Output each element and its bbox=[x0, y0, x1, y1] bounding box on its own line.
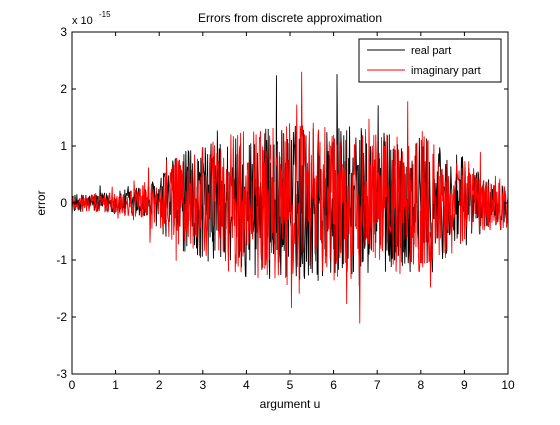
series-line-imaginary-part bbox=[71, 71, 509, 324]
x-tick-label: 3 bbox=[199, 378, 206, 392]
x-tick-label: 9 bbox=[461, 378, 468, 392]
series-layer bbox=[71, 71, 509, 324]
x-tick-label: 1 bbox=[112, 378, 119, 392]
y-tick-label: 3 bbox=[60, 25, 67, 39]
x-tick-label: 5 bbox=[287, 378, 294, 392]
x-tick-label: 7 bbox=[374, 378, 381, 392]
x-tick-label: 10 bbox=[501, 378, 515, 392]
x-tick-label: 8 bbox=[417, 378, 424, 392]
x-axis-label: argument u bbox=[260, 397, 321, 411]
chart-title: Errors from discrete approximation bbox=[198, 11, 382, 25]
y-tick-label: -2 bbox=[56, 310, 67, 324]
y-axis-label: error bbox=[34, 190, 48, 215]
legend-label-imaginary-part: imaginary part bbox=[411, 65, 481, 77]
y-scale-base: x 10 bbox=[72, 15, 93, 27]
x-tick-label: 4 bbox=[243, 378, 250, 392]
y-tick-label: 1 bbox=[60, 139, 67, 153]
legend: real part imaginary part bbox=[358, 38, 502, 83]
y-scale-exponent: -15 bbox=[99, 10, 111, 19]
legend-label-real-part: real part bbox=[411, 45, 451, 57]
y-tick-label: 2 bbox=[60, 82, 67, 96]
y-tick-label: -1 bbox=[56, 253, 67, 267]
x-tick-label: 2 bbox=[156, 378, 163, 392]
x-tick-label: 6 bbox=[330, 378, 337, 392]
legend-box bbox=[358, 38, 502, 83]
y-tick-label: -3 bbox=[56, 367, 67, 381]
ticks-layer: 0 1 2 3 4 5 6 7 8 9 10 -3 -2 -1 0 1 2 3 bbox=[56, 25, 515, 392]
x-tick-label: 0 bbox=[69, 378, 76, 392]
y-tick-label: 0 bbox=[60, 196, 67, 210]
